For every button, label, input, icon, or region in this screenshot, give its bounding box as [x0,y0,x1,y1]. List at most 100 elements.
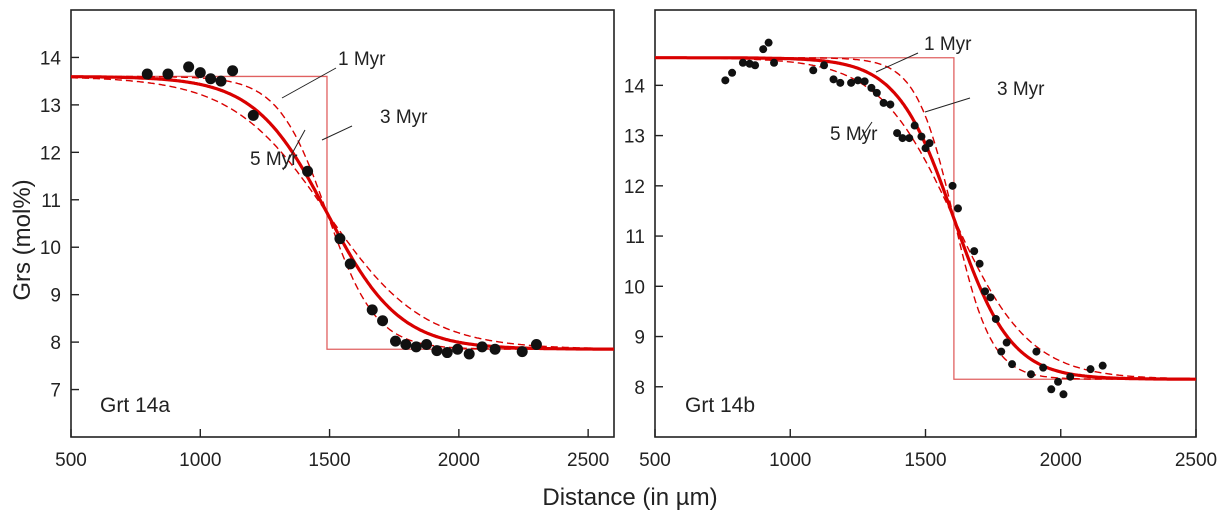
y-tick-label: 10 [40,238,61,259]
data-point [925,139,934,148]
model-curve-3-myr [71,75,614,351]
data-point [975,259,984,268]
curve-annotation: 3 Myr [997,79,1045,100]
data-point [1098,361,1107,370]
x-tick-label: 2500 [1175,450,1217,471]
data-point [421,338,433,350]
data-point [194,67,206,79]
y-tick-label: 10 [624,277,645,298]
data-point [991,314,1000,323]
x-tick-label: 1500 [308,450,350,471]
data-point [879,98,888,107]
model-curve-5-myr [655,57,1196,380]
data-point [986,293,995,302]
data-point [410,341,422,353]
initial-step-profile [655,57,1196,380]
data-point [847,78,856,87]
plot-frame [70,9,615,438]
data-point [860,77,869,86]
data-point [247,109,259,121]
data-point [759,45,768,54]
y-tick-label: 12 [624,177,645,198]
data-point [867,83,876,92]
y-tick-label: 11 [41,191,61,212]
chart-panel-grt-14b: 500 1000 1500 2000 2500 8 9 10 11 12 13 14 1 Myr 3 My… [624,9,1217,471]
data-point [948,181,957,190]
data-point [463,348,475,360]
curve-annotation: 1 Myr [338,49,386,70]
data-point [893,129,902,138]
model-curve-1-myr [71,77,614,350]
x-tick-label: 1000 [179,450,221,471]
data-point [431,345,443,357]
data-point [441,347,453,359]
data-point [917,132,926,141]
x-axis-title: Distance (in µm) [542,484,717,511]
data-point [452,343,464,355]
annotation-leader [859,121,873,141]
panel-label: Grt 14a [100,394,170,417]
data-point [516,346,528,358]
curve-annotation: 1 Myr [924,34,972,55]
y-tick-label: 12 [40,143,61,164]
data-point [1026,370,1035,379]
data-point [141,68,153,80]
data-point [215,75,227,87]
data-point [836,78,845,87]
x-tick-label: 1000 [769,450,811,471]
data-point [997,347,1006,356]
data-point [476,341,488,353]
annotation-leader [924,97,971,113]
data-point [886,100,895,109]
annotation-leader [282,129,306,171]
data-point [829,75,838,84]
model-curve-1-myr [655,57,1196,380]
data-point [910,121,919,130]
y-tick-label: 11 [625,227,645,248]
data-point [1054,377,1063,386]
model-curve-3-myr [655,56,1196,381]
data-point [162,68,174,80]
annotation-leader [875,52,919,73]
y-tick-label: 9 [634,328,645,349]
data-point [898,134,907,143]
y-tick-label: 8 [634,378,645,399]
data-point [366,304,378,316]
data-point [1066,372,1075,381]
data-point [970,247,979,256]
data-point [751,61,760,70]
x-tick-label: 2500 [567,450,609,471]
y-tick-label: 7 [50,381,61,402]
y-tick-label: 13 [40,96,61,117]
annotation-leader [321,125,353,141]
data-point [905,134,914,143]
model-curve-5-myr [71,75,614,350]
data-point [809,66,818,75]
x-tick-label: 500 [55,450,87,471]
y-tick-label: 14 [40,48,62,69]
data-point [302,165,314,177]
data-point [1032,347,1041,356]
data-point [400,338,412,350]
data-point [1008,360,1017,369]
data-point [764,38,773,47]
x-tick-label: 500 [639,450,671,471]
data-point [227,65,239,77]
annotation-leader [281,67,337,99]
data-point [1047,385,1056,394]
x-tick-label: 2000 [438,450,480,471]
data-point [853,76,862,85]
data-point [721,76,730,85]
plot-frame [654,9,1197,438]
curve-annotation: 5 Myr [250,149,298,170]
data-point [953,204,962,213]
data-point [981,287,990,296]
y-tick-label: 14 [624,76,646,97]
y-tick-label: 13 [624,127,645,148]
y-axis-title: Grs (mol%) [9,179,36,300]
panel-label: Grt 14b [685,394,755,417]
y-tick-label: 9 [50,286,61,307]
data-point [489,343,501,355]
curve-annotation: 3 Myr [380,107,428,128]
data-point [183,61,195,73]
